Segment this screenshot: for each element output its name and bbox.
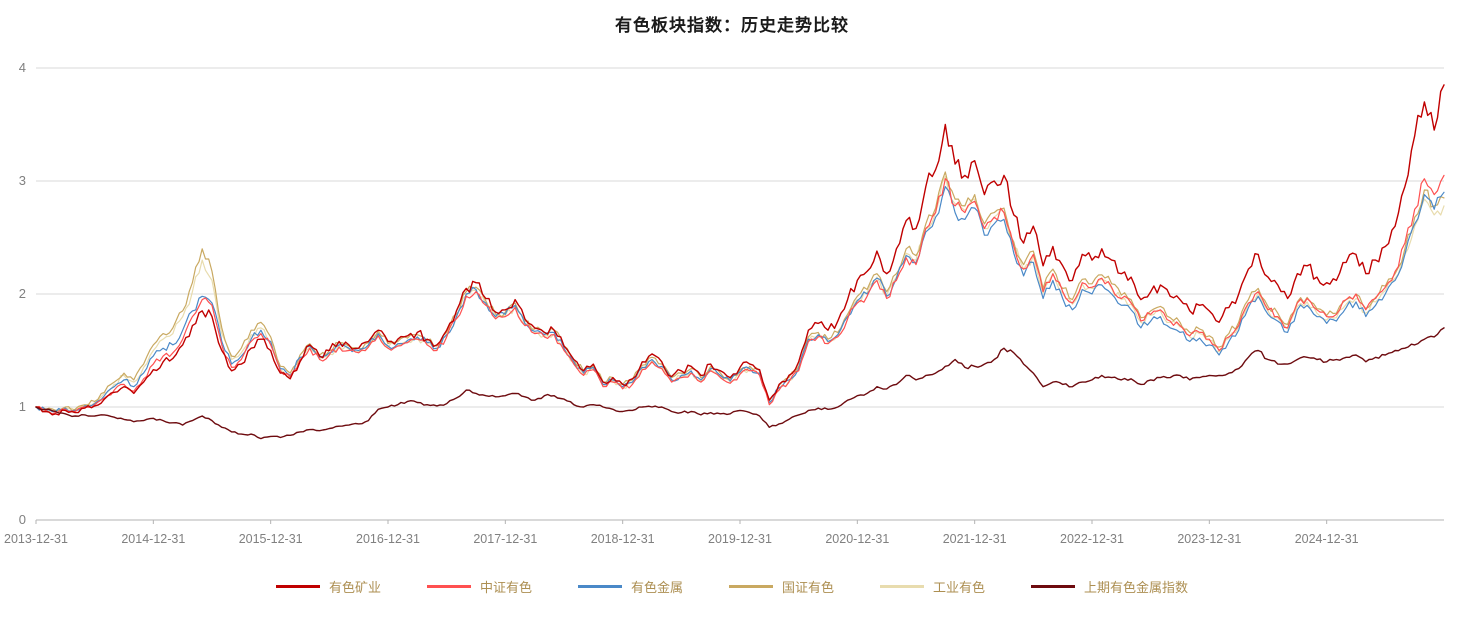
legend-swatch-line — [426, 585, 471, 588]
legend-swatch-line — [880, 585, 925, 588]
series-line-nonferrous-metals — [35, 186, 1445, 413]
legend-label: 国证有色 — [782, 580, 835, 595]
legend-item-industrial-nonferrous: 工业有色 — [880, 577, 985, 596]
x-axis-label: 2018-12-31 — [591, 532, 655, 546]
series-line-shfe-nonferrous-index — [35, 327, 1445, 440]
x-axis-label: 2016-12-31 — [356, 532, 420, 546]
y-axis-label: 0 — [19, 512, 26, 527]
x-axis-label: 2020-12-31 — [825, 532, 889, 546]
series-line-csi-nonferrous — [35, 174, 1445, 415]
legend: 有色矿业 中证有色 有色金属 国证有色 工业有色 上期有色金属指数 — [0, 577, 1464, 596]
x-axis-label: 2015-12-31 — [239, 532, 303, 546]
x-axis-label: 2013-12-31 — [4, 532, 68, 546]
legend-item-nonferrous-metals: 有色金属 — [577, 577, 683, 596]
y-axis-label: 2 — [19, 286, 26, 301]
x-axis-label: 2017-12-31 — [473, 532, 537, 546]
legend-label: 上期有色金属指数 — [1084, 580, 1189, 595]
legend-item-nonferrous-mining: 有色矿业 — [275, 577, 381, 596]
y-axis-label: 1 — [19, 399, 26, 414]
legend-label: 有色矿业 — [328, 580, 381, 595]
legend-swatch-line — [577, 585, 622, 588]
legend-item-csi-nonferrous: 中证有色 — [426, 577, 532, 596]
series-line-nonferrous-mining — [35, 84, 1445, 416]
legend-swatch-line — [1031, 585, 1076, 588]
x-axis-label: 2019-12-31 — [708, 532, 772, 546]
legend-item-shfe-nonferrous-index: 上期有色金属指数 — [1031, 577, 1188, 596]
legend-swatch-line — [729, 585, 773, 588]
x-axis-label: 2023-12-31 — [1177, 532, 1241, 546]
y-axis-label: 4 — [19, 60, 26, 75]
legend-item-cni-nonferrous: 国证有色 — [729, 577, 834, 596]
x-axis-label: 2024-12-31 — [1295, 532, 1359, 546]
legend-swatch-line — [275, 585, 320, 588]
legend-label: 中证有色 — [479, 580, 532, 595]
series-line-cni-nonferrous — [35, 171, 1445, 412]
x-axis-label: 2021-12-31 — [943, 532, 1007, 546]
legend-label: 工业有色 — [933, 580, 986, 595]
x-axis-label: 2014-12-31 — [121, 532, 185, 546]
x-axis-label: 2022-12-31 — [1060, 532, 1124, 546]
legend-label: 有色金属 — [630, 580, 683, 595]
chart-title: 有色板块指数：历史走势比较 — [615, 16, 849, 35]
y-axis-label: 3 — [19, 173, 26, 188]
